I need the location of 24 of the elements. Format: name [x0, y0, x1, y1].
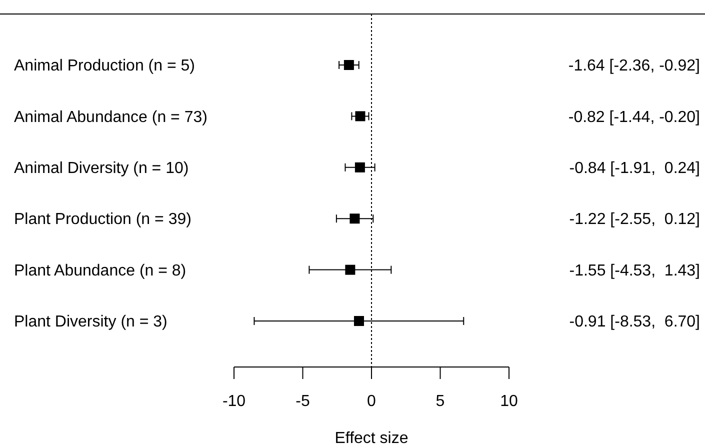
data-label: -1.64 [-2.36, -0.92] — [568, 58, 700, 75]
data-label: -0.91 [-8.53, 6.70] — [569, 314, 700, 331]
y-tick-label: Plant Abundance (n = 8) — [14, 262, 186, 280]
data-label: -1.55 [-4.53, 1.43] — [569, 262, 700, 280]
y-tick-label: Animal Diversity (n = 10) — [14, 160, 189, 177]
point — [354, 162, 365, 172]
x-axis-title: Effect size — [334, 430, 408, 447]
x-tick-label: -10 — [222, 393, 246, 410]
y-tick-label: Animal Production (n = 5) — [14, 58, 195, 75]
x-tick-label: 5 — [436, 393, 445, 410]
data-label: -1.22 [-2.55, 0.12] — [569, 211, 700, 228]
point — [355, 111, 366, 122]
y-tick-label: Plant Production (n = 39) — [14, 211, 192, 228]
point — [350, 214, 360, 224]
data-label: -0.82 [-1.44, -0.20] — [568, 108, 700, 126]
point — [354, 316, 364, 326]
data-label: -0.84 [-1.91, 0.24] — [569, 160, 700, 177]
x-tick-label: 10 — [500, 393, 518, 410]
point — [344, 60, 354, 70]
x-tick-label: -5 — [296, 393, 310, 410]
point — [345, 264, 356, 275]
x-tick-label: 0 — [367, 393, 376, 410]
y-tick-label: Animal Abundance (n = 73) — [14, 108, 208, 126]
y-tick-label: Plant Diversity (n = 3) — [14, 314, 168, 331]
